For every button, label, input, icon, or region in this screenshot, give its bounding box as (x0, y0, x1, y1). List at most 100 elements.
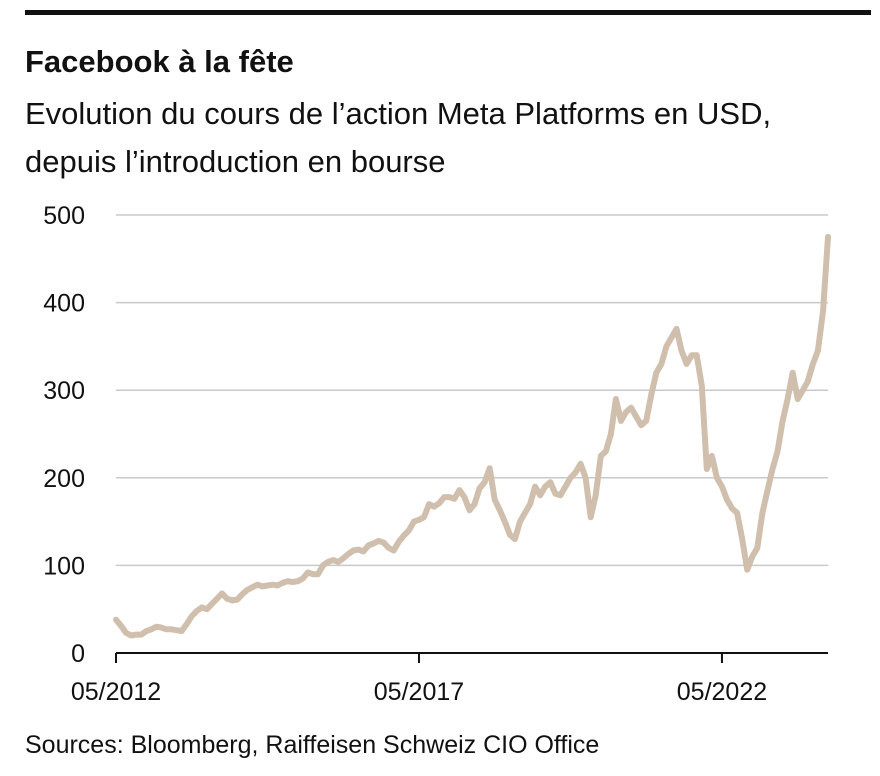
data-point-2015-02 (280, 580, 286, 586)
data-point-2021-06 (663, 343, 670, 349)
data-point-2016-10 (381, 540, 387, 546)
data-point-2017-09 (436, 500, 442, 506)
data-point-2012-05 (113, 617, 119, 623)
data-point-2017-07 (426, 501, 432, 507)
chart-title: Facebook à la fête (25, 44, 294, 79)
data-point-2020-05 (598, 453, 604, 459)
data-point-2022-10 (744, 567, 750, 573)
data-point-2021-09 (679, 348, 685, 354)
source-note: Sources: Bloomberg, Raiffeisen Schweiz C… (25, 731, 600, 759)
y-axis-ticks: 0 100 200 300 400 500 (43, 202, 85, 668)
data-point-2019-01 (517, 519, 523, 525)
data-point-2023-03 (769, 466, 776, 472)
data-point-2023-07 (790, 370, 796, 376)
data-point-2013-08 (189, 613, 195, 619)
data-point-2021-07 (668, 335, 675, 341)
data-point-2020-01 (578, 461, 584, 467)
data-point-2022-04 (714, 475, 720, 481)
data-point-2013-10 (199, 604, 205, 611)
data-point-2016-11 (386, 545, 392, 551)
data-point-2013-12 (209, 601, 215, 607)
data-point-2023-08 (795, 396, 801, 402)
data-point-2013-11 (204, 606, 210, 612)
data-point-2012-06 (118, 623, 124, 629)
data-point-2020-04 (593, 492, 599, 498)
x-tick-label-2022-05: 05/2022 (677, 678, 767, 706)
data-point-2018-11 (507, 532, 513, 538)
data-point-2012-07 (123, 630, 129, 636)
y-tick-label-0: 0 (71, 640, 85, 668)
data-point-2023-02 (764, 488, 771, 494)
data-point-2019-08 (552, 491, 558, 497)
data-point-2017-06 (421, 514, 427, 520)
data-point-2017-10 (441, 494, 447, 500)
series-line-0 (113, 233, 831, 639)
data-point-2024-02 (825, 234, 831, 240)
data-point-2015-08 (310, 571, 316, 577)
data-point-2015-05 (295, 578, 301, 584)
data-point-2014-01 (214, 596, 220, 602)
data-point-2013-06 (179, 628, 185, 634)
chart-subtitle: Evolution du cours de l’action Meta Plat… (25, 96, 772, 179)
data-point-2019-09 (557, 492, 564, 498)
data-point-2012-08 (128, 632, 134, 639)
data-point-2012-12 (148, 626, 154, 632)
data-point-2013-09 (194, 608, 200, 614)
data-point-2018-08 (492, 497, 498, 503)
data-point-2021-05 (658, 361, 665, 367)
data-point-2013-04 (168, 626, 175, 632)
data-point-2021-04 (653, 370, 659, 376)
data-point-2022-08 (734, 510, 740, 516)
data-point-2018-03 (466, 507, 473, 513)
data-point-2014-07 (244, 587, 250, 593)
data-point-2018-02 (461, 494, 467, 500)
data-point-2015-10 (320, 562, 326, 569)
data-point-2020-07 (608, 431, 614, 437)
data-point-2016-01 (335, 559, 341, 565)
data-point-2015-04 (290, 579, 296, 585)
gridlines (116, 214, 828, 567)
data-point-2020-03 (588, 514, 594, 520)
data-point-2014-02 (219, 590, 225, 597)
data-point-2018-05 (477, 485, 483, 491)
data-point-2012-09 (133, 632, 139, 638)
data-point-2013-02 (158, 625, 164, 631)
data-point-2014-03 (224, 596, 230, 602)
data-point-2021-12 (694, 352, 700, 358)
data-point-2018-12 (512, 536, 518, 542)
data-point-2013-05 (174, 627, 180, 633)
data-point-2017-05 (416, 517, 422, 523)
data-point-2017-12 (451, 496, 457, 502)
y-tick-label-100: 100 (43, 552, 85, 580)
data-point-2019-10 (562, 484, 569, 490)
data-point-2021-02 (643, 418, 649, 424)
series-layer (113, 233, 831, 639)
x-tick-label-2017-05: 05/2017 (374, 678, 464, 706)
data-point-2020-08 (613, 396, 619, 402)
data-point-2018-10 (502, 519, 508, 525)
data-point-2015-01 (275, 582, 281, 589)
data-point-2021-03 (648, 392, 654, 398)
data-point-2022-02 (704, 466, 710, 472)
data-point-2019-03 (527, 501, 533, 507)
data-point-2020-02 (583, 475, 589, 481)
data-point-2018-01 (456, 487, 462, 493)
data-point-2019-11 (567, 475, 574, 481)
data-point-2018-06 (482, 479, 488, 485)
data-point-2020-10 (623, 409, 629, 415)
data-point-2016-09 (376, 538, 382, 544)
data-point-2020-12 (633, 413, 639, 420)
data-point-2023-10 (805, 378, 811, 384)
data-point-2017-04 (411, 519, 417, 525)
data-point-2013-01 (153, 624, 159, 630)
y-tick-label-200: 200 (43, 465, 85, 493)
data-point-2022-09 (739, 536, 745, 542)
data-point-2021-11 (689, 352, 695, 358)
data-point-2016-08 (370, 540, 377, 547)
data-point-2020-11 (628, 405, 634, 411)
data-point-2023-01 (759, 510, 766, 516)
data-point-2021-08 (673, 326, 680, 332)
data-point-2018-04 (471, 501, 478, 507)
data-point-2022-05 (719, 484, 725, 490)
data-point-2023-12 (815, 348, 821, 354)
